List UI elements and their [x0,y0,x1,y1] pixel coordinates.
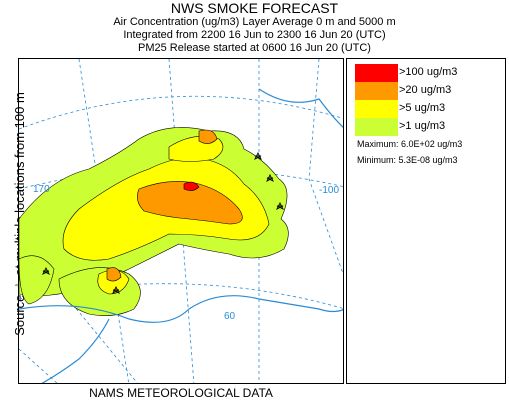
legend-swatch-yellow [355,100,398,118]
concentration-description: Air Concentration (ug/m3) Layer Average … [113,16,396,28]
legend-label: >100 ug/m3 [399,66,458,78]
legend-label: >20 ug/m3 [399,84,452,96]
legend-swatch-lime [355,118,398,136]
smoke-plume [19,127,289,316]
legend-item: >100 ug/m3 [355,64,505,82]
legend-swatch-orange [355,82,398,100]
legend-item: >5 ug/m3 [355,100,505,118]
legend-swatch-red [355,64,398,82]
grid-label-minus100: -100 [319,185,339,196]
map-canvas: 170 -100 60 [19,59,343,383]
legend-label: >5 ug/m3 [399,102,446,114]
coast-north [258,88,343,128]
release-start: PM25 Release started at 0600 16 Jun 20 (… [138,42,371,54]
coast-peninsula [41,318,110,383]
grid-label-60: 60 [224,311,236,322]
legend-item: >20 ug/m3 [355,82,505,100]
grid-label-170: 170 [33,184,50,195]
coastline [19,88,343,383]
legend-item: >1 ug/m3 [355,118,505,136]
diag-2 [19,348,58,383]
legend-label: >1 ug/m3 [399,120,446,132]
meridian-4 [308,59,343,275]
source-marker-1 [253,151,263,161]
minimum-value: Minimum: 5.3E-08 ug/m3 [357,155,458,165]
maximum-value: Maximum: 6.0E+02 ug/m3 [357,139,463,149]
source-marker-2 [265,173,275,183]
plume-level3-northeast [198,129,218,144]
plume-level4-hotspot [183,181,200,191]
integration-period: Integrated from 2200 16 Jun to 2300 16 J… [123,29,386,41]
smoke-map: 170 -100 60 [18,58,344,384]
legend-panel: >100 ug/m3 >20 ug/m3 >5 ug/m3 >1 ug/m3 M… [346,58,506,384]
forecast-title: NWS SMOKE FORECAST [170,0,339,16]
source-marker-4 [111,285,121,295]
plume-level3-main [137,181,243,225]
source-marker-3 [275,201,285,211]
coast-south [19,295,343,323]
source-markers [41,151,285,295]
parallel-1 [19,95,343,130]
plume-level1-west [19,255,55,305]
plume-level3-south [106,267,122,282]
meteorological-data-label: NAMS METEOROLOGICAL DATA [89,386,273,400]
source-marker-5 [41,266,51,276]
